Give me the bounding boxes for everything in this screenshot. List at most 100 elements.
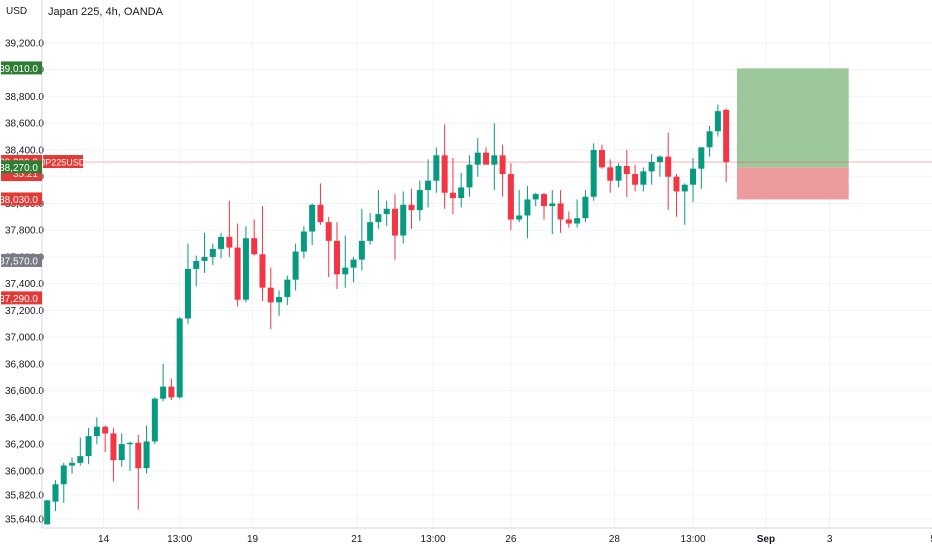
candle-body [723, 109, 730, 163]
candle [673, 174, 680, 217]
candle [176, 317, 183, 399]
symbol-header[interactable]: Japan 225, 4h, OANDA [48, 6, 163, 18]
candle-body [640, 171, 647, 185]
y-tick-label: 36,000.0 [5, 466, 44, 477]
candle-body [449, 192, 456, 199]
candle-body [276, 297, 283, 303]
candle [342, 235, 349, 288]
candle-body [507, 174, 514, 220]
candle [267, 267, 274, 330]
candle [391, 194, 398, 260]
candle-body [466, 164, 473, 188]
candle-body [582, 196, 589, 219]
price-label-text: 38,030.0 [0, 195, 38, 206]
candle [218, 232, 225, 259]
candle [193, 255, 200, 287]
candle [375, 190, 382, 229]
symbol-tag: JP225USD [41, 158, 86, 168]
candle-body [77, 456, 84, 463]
candle [532, 192, 539, 207]
candle [524, 186, 531, 239]
candle [143, 425, 150, 474]
y-tick-label: 37,000.0 [5, 333, 44, 344]
y-tick-label: 36,800.0 [5, 359, 44, 370]
candle-body [706, 131, 713, 148]
candle [358, 208, 365, 271]
y-tick-label: 38,600.0 [5, 119, 44, 130]
symbol-tag-bg [43, 155, 83, 169]
candle [184, 243, 191, 324]
price-label-text: 39,010.0 [0, 64, 38, 75]
stop-zone [736, 167, 849, 200]
candle-body [292, 251, 299, 280]
candle [234, 223, 241, 307]
candle [648, 153, 655, 185]
candle-body [60, 465, 67, 485]
candle-body [218, 236, 225, 249]
candle [541, 192, 547, 220]
candle [623, 149, 630, 197]
price-label-text: 37,570.0 [0, 256, 38, 267]
candle-body [474, 152, 481, 165]
candle-body [102, 426, 109, 434]
price-label-bg [1, 192, 42, 206]
candle-body [714, 111, 721, 132]
bar-countdown: 35:21 [13, 169, 38, 180]
candle [110, 428, 117, 482]
x-tick-label: 28 [609, 534, 621, 545]
candle [607, 159, 614, 193]
candle-body [85, 436, 92, 457]
candle-body [590, 149, 597, 197]
y-tick-label: 36,600.0 [5, 386, 44, 397]
candle [549, 190, 556, 235]
price-label-bg [1, 291, 42, 305]
price-label-text: 38,270.0 [0, 163, 38, 174]
candle-body [375, 214, 382, 223]
x-tick-label: 21 [351, 534, 363, 545]
candle-body [408, 204, 415, 211]
target-zone [736, 68, 849, 168]
candle [400, 191, 407, 244]
candle-body [168, 386, 175, 398]
candle [52, 480, 59, 511]
candle-body [400, 204, 407, 236]
candle-body [557, 203, 564, 220]
y-tick-label: 39,200.0 [5, 39, 44, 50]
candle [474, 137, 481, 177]
x-tick-label: 13:00 [681, 534, 706, 545]
candle-body [391, 208, 398, 236]
candle-body [226, 236, 233, 248]
candle-body [93, 426, 100, 437]
candle-body [673, 176, 680, 192]
candle-body [160, 386, 167, 399]
candle-body [234, 247, 241, 300]
candle [598, 144, 605, 169]
y-tick-label: 38,800.0 [5, 92, 44, 103]
candle-body [334, 240, 340, 275]
candle [483, 147, 490, 165]
candle [706, 125, 713, 157]
y-axis-labels: 35,640.0 35,820.0 36,000.0 36,200.0 36,400.0… [5, 39, 44, 526]
candle [433, 147, 440, 193]
candle-body [524, 199, 531, 216]
x-axis-labels: 14 13:00 19 21 13:00 26 28 13:00 Sep 3 5 [98, 534, 932, 545]
candle-body [681, 184, 688, 192]
candle-body [425, 180, 432, 191]
candle [507, 163, 514, 231]
y-tick-label: 36,400.0 [5, 413, 44, 424]
candle-body [458, 187, 465, 199]
y-tick-label: 35,820.0 [5, 490, 44, 501]
candle-body [284, 279, 291, 298]
currency-label[interactable]: USD [6, 6, 28, 17]
x-tick-label: Sep [757, 534, 775, 545]
candle [251, 219, 258, 256]
candle-body [342, 267, 349, 275]
candle [317, 183, 324, 225]
candle-body [201, 256, 208, 261]
y-tick-label: 37,200.0 [5, 306, 44, 317]
candle-body [483, 152, 490, 165]
candle [574, 199, 581, 228]
candle-body [267, 287, 274, 303]
